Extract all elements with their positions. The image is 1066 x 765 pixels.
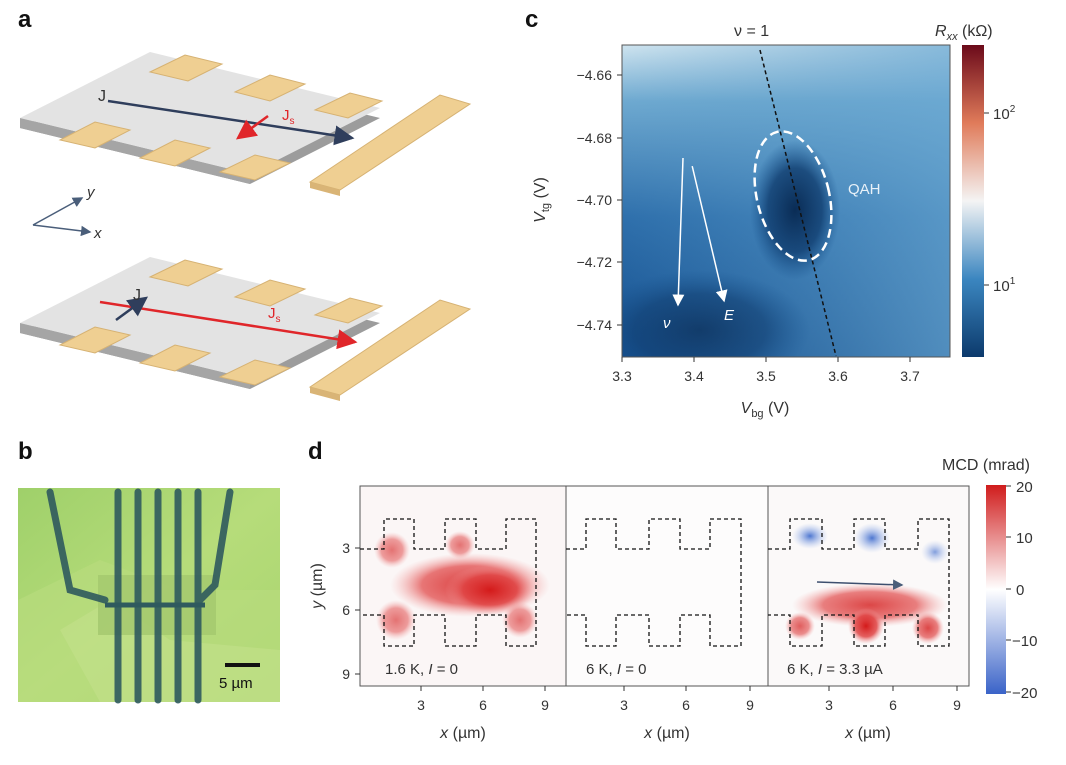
c-yaxis-label: Vtg (V): [532, 177, 552, 223]
d1-xtick-3: 3: [417, 697, 425, 713]
device-top: [20, 52, 472, 196]
optical-micrograph: [18, 488, 280, 704]
d1-xaxis-label: x (µm): [439, 725, 486, 742]
panel-label-c: c: [525, 6, 539, 33]
d-yaxis-label: y (µm): [309, 563, 326, 610]
colorbar-mcd: [986, 485, 1006, 694]
qah-label: QAH: [848, 181, 881, 198]
arrow-nu-label: ν: [663, 315, 671, 332]
arrow-E-label: E: [724, 307, 735, 324]
colorbar-tick-10: 101: [993, 276, 1016, 295]
panel-label-b: b: [18, 438, 33, 465]
mcd-tick-neg10: −10: [1012, 633, 1037, 650]
panel-label-d: d: [308, 438, 323, 465]
d3-xtick-6: 6: [889, 697, 897, 713]
c-ytick-3: −4.70: [577, 192, 613, 208]
c-xtick-1: 3.3: [612, 368, 632, 384]
d-ytick-6: 6: [342, 602, 350, 618]
c-ytick-1: −4.66: [577, 67, 613, 83]
d1-xtick-6: 6: [479, 697, 487, 713]
colorbar-title-Rxx: Rxx (kΩ): [935, 23, 993, 43]
c-ytick-4: −4.72: [577, 254, 613, 270]
d1-xtick-9: 9: [541, 697, 549, 713]
colorbar-tick-100: 102: [993, 104, 1016, 123]
c-xaxis-label: Vbg (V): [741, 400, 790, 420]
bottom-J-label: J: [133, 287, 141, 304]
colorbar-Rxx: [962, 45, 984, 357]
panel-c-heatmap: [617, 44, 989, 362]
d3-xtick-9: 9: [953, 697, 961, 713]
mcd-tick-0: 0: [1016, 582, 1024, 599]
d2-xaxis-label: x (µm): [643, 725, 690, 742]
d2-xtick-6: 6: [682, 697, 690, 713]
mcd-colorbar-title: MCD (mrad): [942, 457, 1030, 474]
panel-a-diagram: J Js y x J Js: [20, 52, 472, 401]
top-Js-label: Js: [282, 107, 295, 127]
axis-x-label: x: [93, 225, 102, 242]
d1-condition-label: 1.6 K, I = 0: [385, 661, 458, 678]
c-ytick-2: −4.68: [577, 130, 613, 146]
c-ytick-5: −4.74: [577, 317, 613, 333]
device-bottom: [20, 257, 472, 401]
c-xtick-2: 3.4: [684, 368, 704, 384]
d3-xaxis-label: x (µm): [844, 725, 891, 742]
d-ytick-9: 9: [342, 666, 350, 682]
d3-xtick-3: 3: [825, 697, 833, 713]
panel-d-maps: [355, 485, 1011, 694]
xy-axes-indicator: [32, 197, 92, 237]
bottom-Js-label: Js: [268, 305, 281, 325]
nu-1-label: ν = 1: [734, 23, 769, 40]
mcd-tick-neg20: −20: [1012, 685, 1037, 702]
d2-xtick-3: 3: [620, 697, 628, 713]
scalebar-label: 5 µm: [219, 675, 253, 692]
d2-condition-label: 6 K, I = 0: [586, 661, 646, 678]
mcd-tick-10: 10: [1016, 530, 1033, 547]
axis-y-label: y: [86, 184, 96, 201]
c-xtick-4: 3.6: [828, 368, 848, 384]
d-ytick-3: 3: [342, 540, 350, 556]
top-J-label: J: [98, 88, 106, 105]
c-xtick-3: 3.5: [756, 368, 776, 384]
d3-condition-label: 6 K, I = 3.3 µA: [787, 661, 883, 678]
d2-xtick-9: 9: [746, 697, 754, 713]
c-xtick-5: 3.7: [900, 368, 920, 384]
panel-label-a: a: [18, 6, 32, 33]
mcd-tick-20: 20: [1016, 479, 1033, 496]
